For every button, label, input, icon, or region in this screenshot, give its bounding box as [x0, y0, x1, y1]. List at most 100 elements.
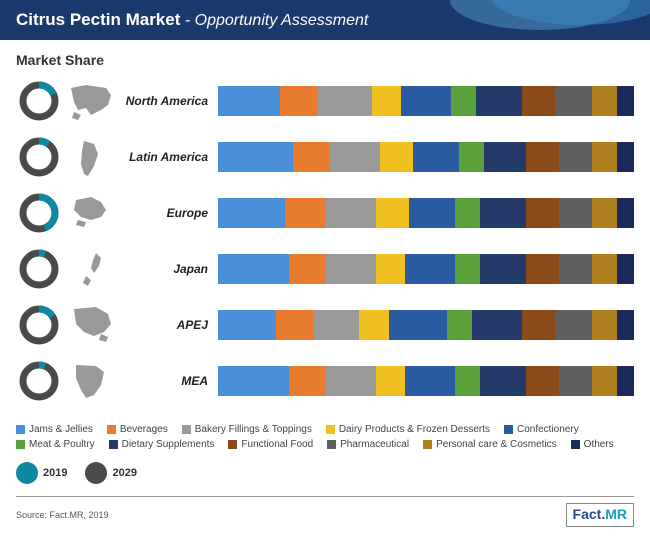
- legend-item: Beverages: [107, 424, 168, 435]
- legend-label: Jams & Jellies: [29, 424, 93, 435]
- market-share-donut: [16, 136, 62, 178]
- region-row: MEA: [16, 356, 634, 406]
- bar-segment: [376, 254, 405, 284]
- legend-label: Pharmaceutical: [340, 439, 409, 450]
- bar-segment: [389, 310, 447, 340]
- bar-segment: [526, 142, 559, 172]
- bar-segment: [326, 198, 376, 228]
- legend-item: Jams & Jellies: [16, 424, 93, 435]
- year-legend: 2019 2029: [0, 454, 650, 492]
- region-label: Europe: [120, 206, 218, 220]
- market-share-donut: [16, 248, 62, 290]
- bar-segment: [413, 142, 459, 172]
- year-circle-icon: [85, 462, 107, 484]
- region-map-icon: [62, 80, 120, 122]
- chart-body: Market Share North America Latin America…: [0, 40, 650, 418]
- bar-segment: [559, 142, 592, 172]
- year-legend-item: 2019: [16, 462, 67, 484]
- legend-swatch: [109, 440, 118, 449]
- bar-segment: [285, 198, 327, 228]
- legend-label: Dairy Products & Frozen Desserts: [339, 424, 490, 435]
- legend-label: Personal care & Cosmetics: [436, 439, 557, 450]
- bar-segment: [522, 310, 555, 340]
- legend-label: Dietary Supplements: [122, 439, 215, 450]
- bar-segment: [617, 310, 634, 340]
- region-row: Latin America: [16, 132, 634, 182]
- bar-segment: [592, 310, 617, 340]
- bar-segment: [405, 254, 455, 284]
- legend-item: Functional Food: [228, 439, 313, 450]
- legend-item: Bakery Fillings & Toppings: [182, 424, 312, 435]
- year-label: 2029: [112, 467, 136, 479]
- legend-item: Dairy Products & Frozen Desserts: [326, 424, 490, 435]
- region-map-icon: [62, 136, 120, 178]
- title-sub: - Opportunity Assessment: [185, 12, 368, 29]
- bar-segment: [617, 86, 634, 116]
- bar-segment: [376, 198, 409, 228]
- market-share-donut: [16, 80, 62, 122]
- bar-segment: [447, 310, 472, 340]
- legend-swatch: [327, 440, 336, 449]
- region-row: Japan: [16, 244, 634, 294]
- bar-segment: [459, 142, 484, 172]
- bar-segment: [359, 310, 388, 340]
- bar-segment: [617, 198, 634, 228]
- legend-label: Meat & Poultry: [29, 439, 95, 450]
- legend-label: Beverages: [120, 424, 168, 435]
- legend-swatch: [107, 425, 116, 434]
- bar-segment: [484, 142, 526, 172]
- bar-segment: [617, 254, 634, 284]
- logo-fact: Fact.: [573, 506, 606, 522]
- bar-segment: [592, 86, 617, 116]
- legend-label: Confectionery: [517, 424, 579, 435]
- legend-item: Meat & Poultry: [16, 439, 95, 450]
- bar-segment: [380, 142, 413, 172]
- region-label: MEA: [120, 374, 218, 388]
- bar-segment: [218, 366, 289, 396]
- year-legend-item: 2029: [85, 462, 136, 484]
- bar-segment: [451, 86, 476, 116]
- title-main: Citrus Pectin Market: [16, 10, 180, 29]
- legend-swatch: [571, 440, 580, 449]
- legend-item: Personal care & Cosmetics: [423, 439, 557, 450]
- region-map-icon: [62, 304, 120, 346]
- bar-segment: [330, 142, 380, 172]
- legend-swatch: [16, 440, 25, 449]
- bar-segment: [617, 142, 634, 172]
- legend-swatch: [228, 440, 237, 449]
- bar-segment: [472, 310, 522, 340]
- bar-segment: [592, 142, 617, 172]
- market-share-donut: [16, 360, 62, 402]
- region-label: North America: [120, 94, 218, 108]
- legend-label: Others: [584, 439, 614, 450]
- year-label: 2019: [43, 467, 67, 479]
- legend-swatch: [326, 425, 335, 434]
- region-map-icon: [62, 248, 120, 290]
- legend-item: Confectionery: [504, 424, 579, 435]
- region-label: Latin America: [120, 150, 218, 164]
- bar-segment: [455, 254, 480, 284]
- bar-segment: [318, 86, 372, 116]
- source-text: Source: Fact.MR, 2019: [16, 510, 109, 520]
- bar-segment: [289, 254, 326, 284]
- bar-segment: [326, 254, 376, 284]
- legend-swatch: [16, 425, 25, 434]
- bar-segment: [480, 366, 526, 396]
- legend-item: Dietary Supplements: [109, 439, 215, 450]
- footer: Source: Fact.MR, 2019 Fact.MR: [16, 496, 634, 527]
- section-label: Market Share: [16, 52, 634, 68]
- bar-segment: [555, 310, 592, 340]
- bar-segment: [559, 198, 592, 228]
- legend-swatch: [504, 425, 513, 434]
- bar-segment: [592, 366, 617, 396]
- bar-segment: [314, 310, 360, 340]
- stacked-bar: [218, 86, 634, 116]
- region-label: APEJ: [120, 318, 218, 332]
- legend-item: Pharmaceutical: [327, 439, 409, 450]
- bar-segment: [218, 198, 285, 228]
- bar-segment: [276, 310, 313, 340]
- bar-segment: [376, 366, 405, 396]
- region-row: APEJ: [16, 300, 634, 350]
- legend-swatch: [182, 425, 191, 434]
- bar-segment: [559, 366, 592, 396]
